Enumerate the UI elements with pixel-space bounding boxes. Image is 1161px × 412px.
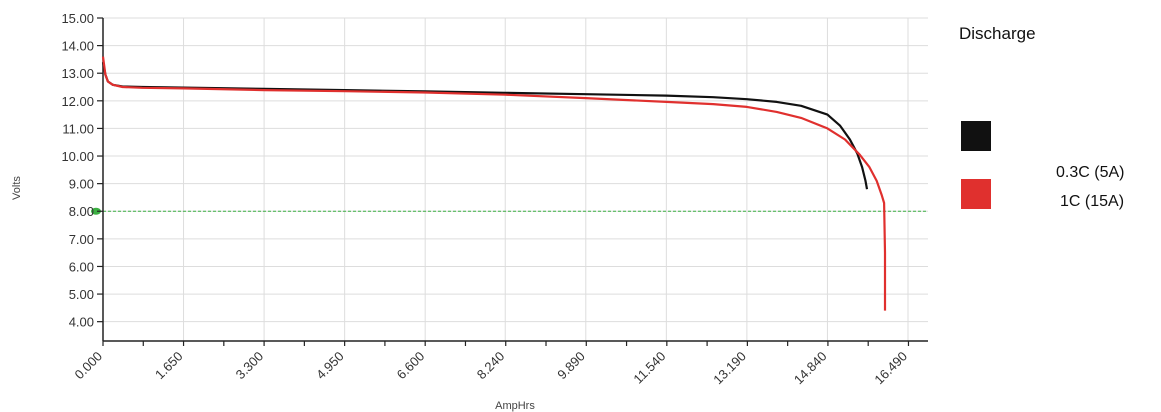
x-tick-label: 11.540: [630, 349, 668, 387]
x-tick-label: 1.650: [152, 349, 186, 383]
y-axis-title: Volts: [11, 176, 23, 200]
y-tick-label: 4.00: [69, 315, 94, 330]
x-axis-title: AmpHrs: [495, 400, 535, 412]
x-tick-label: 16.490: [871, 349, 910, 388]
x-tick-label: 0.000: [72, 349, 106, 383]
series-line-1c: [101, 56, 887, 311]
series-line-0.3c: [101, 61, 869, 190]
reference-marker: [91, 207, 101, 215]
y-tick-label: 8.00: [69, 204, 94, 219]
y-tick-label: 9.00: [69, 177, 94, 192]
x-ticks: 0.000 1.650 3.300 4.950 6.600 8.240 9.890 11.54…: [72, 341, 910, 388]
x-tick-label: 14.840: [791, 349, 830, 388]
y-tick-label: 11.00: [62, 121, 94, 136]
x-tick-label: 6.600: [394, 349, 428, 383]
y-tick-label: 12.00: [61, 94, 94, 109]
y-tick-label: 7.00: [69, 232, 94, 247]
x-tick-label: 8.240: [474, 349, 508, 383]
x-tick-label: 4.950: [313, 349, 347, 383]
y-ticks: 15.00 14.00 13.00 12.00 11.00 10.00 9.00 8.00 7.…: [61, 11, 103, 330]
reference-line-group: [91, 207, 928, 215]
y-tick-label: 10.00: [61, 149, 94, 164]
y-tick-label: 14.00: [61, 39, 94, 54]
x-tick-label: 3.300: [233, 349, 267, 383]
grid: [102, 17, 928, 341]
y-tick-label: 6.00: [69, 259, 94, 274]
x-tick-label: 13.190: [710, 349, 749, 388]
y-tick-label: 15.00: [61, 11, 94, 26]
series-lines: [101, 56, 887, 311]
x-tick-label: 9.890: [554, 349, 588, 383]
axes: [102, 18, 928, 342]
y-tick-label: 13.00: [61, 66, 94, 81]
y-tick-label: 5.00: [69, 287, 94, 302]
